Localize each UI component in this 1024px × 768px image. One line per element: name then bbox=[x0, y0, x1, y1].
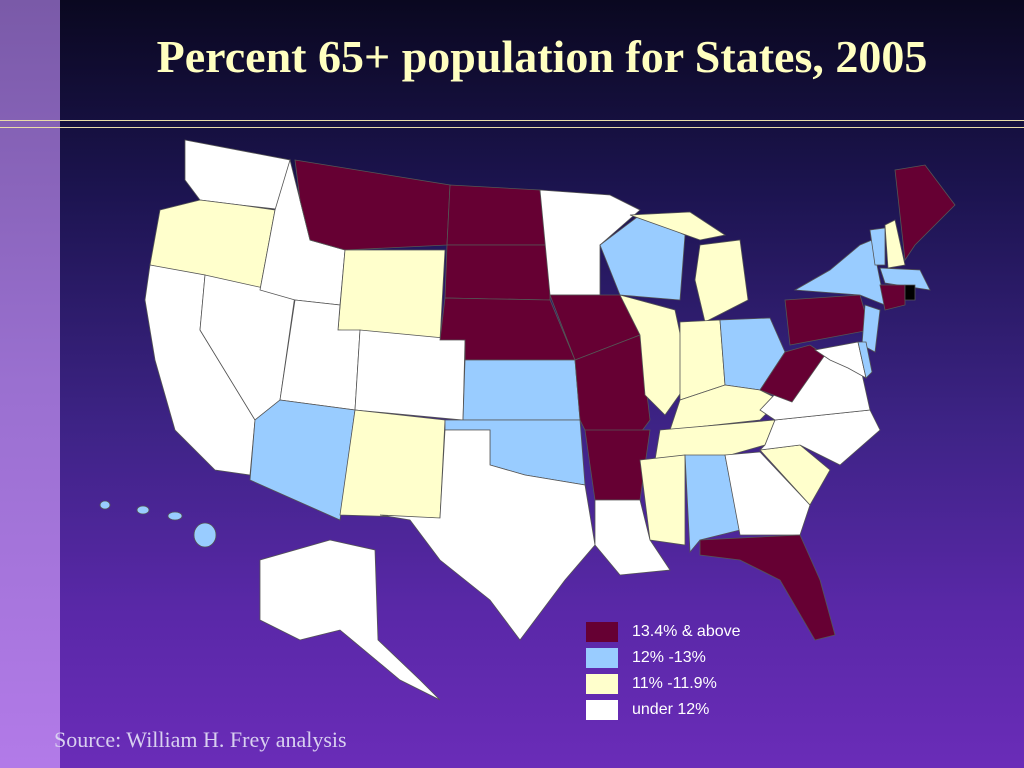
state bbox=[599, 214, 686, 301]
state bbox=[167, 511, 183, 521]
state bbox=[758, 409, 881, 466]
state bbox=[879, 284, 906, 311]
state bbox=[684, 454, 741, 554]
legend-label: under 12% bbox=[632, 701, 709, 718]
source-note: Source: William H. Frey analysis bbox=[54, 727, 347, 752]
legend: 13.4% & above 12% -13% 11% -11.9% under 12% bbox=[586, 622, 741, 720]
state bbox=[339, 409, 446, 519]
state bbox=[793, 239, 886, 306]
legend-label: 11% -11.9% bbox=[632, 675, 717, 692]
legend-swatch bbox=[586, 622, 618, 642]
state bbox=[354, 329, 466, 421]
side-strip bbox=[0, 0, 60, 768]
state bbox=[629, 211, 727, 241]
legend-label: 13.4% & above bbox=[632, 623, 741, 640]
state bbox=[884, 219, 906, 269]
state bbox=[861, 304, 881, 353]
legend-swatch bbox=[586, 700, 618, 720]
state bbox=[337, 249, 446, 341]
state bbox=[294, 159, 451, 251]
state bbox=[894, 164, 956, 262]
state bbox=[184, 139, 291, 211]
state bbox=[249, 399, 356, 521]
state bbox=[136, 505, 150, 515]
state bbox=[619, 294, 691, 416]
state bbox=[869, 227, 886, 266]
rule bbox=[0, 127, 1024, 128]
state bbox=[654, 419, 776, 461]
state bbox=[694, 239, 749, 323]
states bbox=[99, 139, 956, 701]
state bbox=[462, 359, 581, 421]
state bbox=[99, 500, 111, 510]
state bbox=[444, 244, 551, 301]
state bbox=[699, 534, 836, 641]
legend-label: 12% -13% bbox=[632, 649, 706, 666]
state bbox=[259, 539, 441, 701]
legend-swatch bbox=[586, 674, 618, 694]
state bbox=[594, 499, 671, 576]
state bbox=[879, 267, 931, 291]
state bbox=[724, 451, 811, 536]
state bbox=[379, 429, 596, 641]
state bbox=[784, 294, 871, 346]
state bbox=[904, 284, 916, 301]
state bbox=[813, 341, 867, 379]
rule bbox=[0, 120, 1024, 121]
state bbox=[446, 184, 551, 246]
legend-swatch bbox=[586, 648, 618, 668]
slide-title: Percent 65+ population for States, 2005 bbox=[156, 31, 928, 82]
state bbox=[857, 341, 873, 379]
state bbox=[193, 522, 217, 548]
state bbox=[639, 454, 686, 546]
